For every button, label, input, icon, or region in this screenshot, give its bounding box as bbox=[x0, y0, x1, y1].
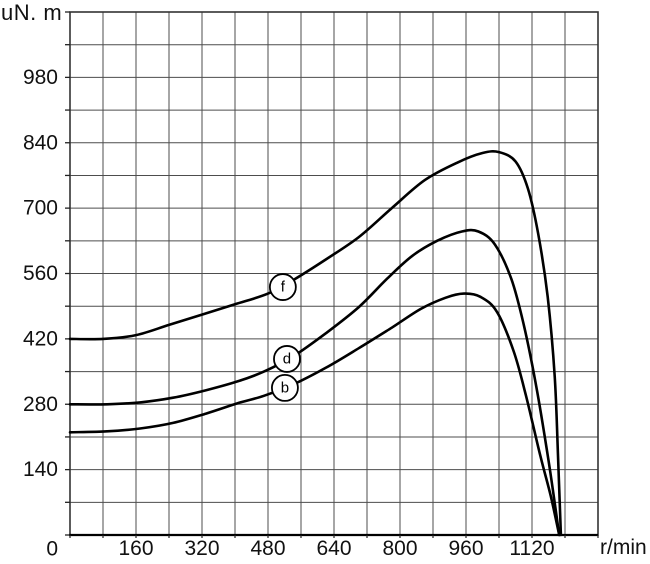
curve-marker-label-d: d bbox=[283, 350, 291, 367]
curve-b bbox=[68, 292, 561, 537]
x-axis-unit-label: r/min bbox=[600, 536, 647, 559]
curve-marker-f bbox=[268, 273, 297, 301]
curve-marker-d bbox=[273, 345, 301, 373]
y-tick-label: 140 bbox=[23, 458, 58, 481]
x-tick-label: 1120 bbox=[509, 537, 554, 560]
y-tick-label: 700 bbox=[23, 197, 58, 220]
curve-marker-b bbox=[271, 374, 299, 402]
y-tick-label: 840 bbox=[23, 131, 58, 154]
y-tick-label: 0 bbox=[46, 538, 58, 561]
y-axis-unit-label: uN. m bbox=[1, 0, 63, 25]
y-tick-label: 980 bbox=[23, 66, 58, 89]
y-tick-label: 280 bbox=[23, 393, 58, 416]
x-tick-label: 960 bbox=[448, 537, 483, 560]
x-tick-label: 800 bbox=[382, 537, 417, 560]
y-tick-label: 420 bbox=[23, 327, 58, 350]
x-tick-label: 160 bbox=[118, 537, 153, 560]
x-tick-label: 320 bbox=[184, 537, 219, 560]
y-tick-label: 560 bbox=[23, 262, 58, 285]
curve-f bbox=[68, 150, 563, 537]
x-tick-label: 640 bbox=[316, 537, 351, 560]
curve-marker-label-f: f bbox=[281, 279, 286, 296]
x-tick-label: 480 bbox=[250, 537, 285, 560]
curve-marker-label-b: b bbox=[281, 379, 289, 396]
curve-d bbox=[68, 228, 561, 537]
